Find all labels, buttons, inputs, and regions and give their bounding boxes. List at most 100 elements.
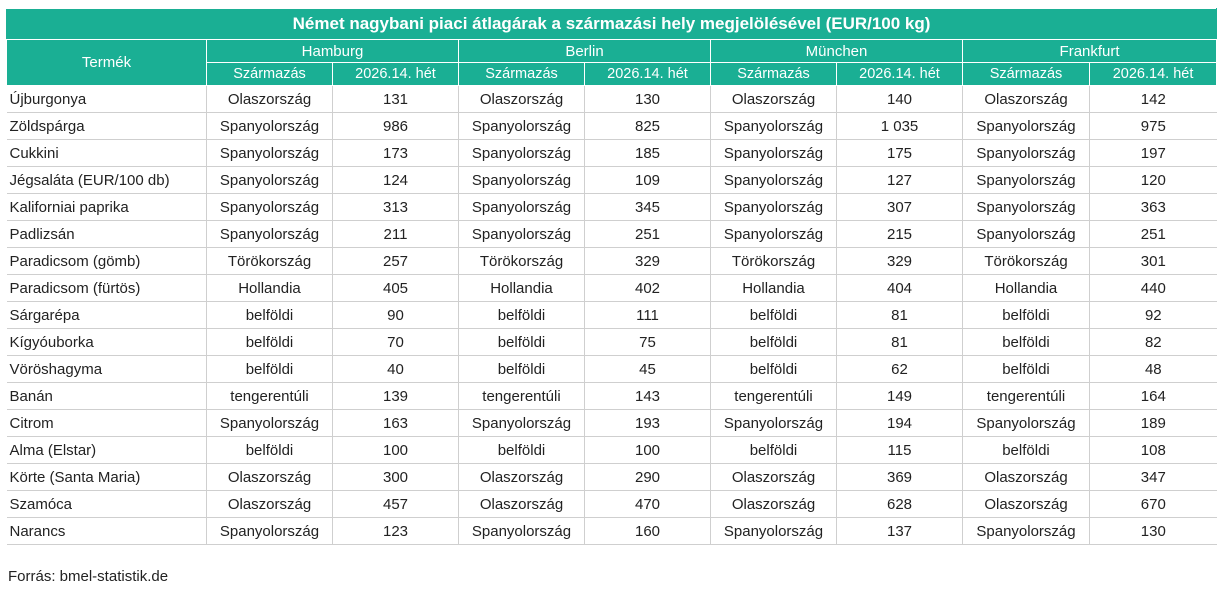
product-name: Paradicsom (gömb) — [6, 247, 207, 275]
table-row: Banán tengerentúli 139 tengerentúli 143 tenge… — [6, 382, 1217, 410]
price-cell: 290 — [584, 463, 711, 491]
origin-cell: Olaszország — [458, 490, 585, 518]
price-cell: 301 — [1088, 247, 1217, 275]
product-name: Cukkini — [6, 139, 207, 167]
price-cell: 628 — [836, 490, 963, 518]
origin-cell: tengerentúli — [206, 382, 333, 410]
origin-cell: Spanyolország — [710, 193, 837, 221]
product-name: Újburgonya — [6, 85, 207, 113]
week-header: 2026.14. hét — [332, 62, 459, 86]
price-cell: 975 — [1088, 112, 1217, 140]
price-cell: 251 — [1088, 220, 1217, 248]
price-cell: 124 — [332, 166, 459, 194]
origin-cell: belföldi — [962, 301, 1090, 329]
table-row: Paradicsom (fürtös) Hollandia 405 Hollandia… — [6, 274, 1217, 302]
price-cell: 111 — [584, 301, 711, 329]
product-name: Körte (Santa Maria) — [6, 463, 207, 491]
origin-cell: Spanyolország — [206, 517, 333, 545]
origin-cell: tengerentúli — [710, 382, 837, 410]
origin-header: Származás — [962, 62, 1090, 86]
table-row: Zöldspárga Spanyolország 986 Spanyolország 8… — [6, 112, 1217, 140]
origin-cell: Olaszország — [206, 490, 333, 518]
origin-cell: Spanyolország — [206, 139, 333, 167]
price-cell: 257 — [332, 247, 459, 275]
price-cell: 109 — [584, 166, 711, 194]
city-header-frankfurt: Frankfurt — [961, 39, 1218, 63]
price-cell: 313 — [332, 193, 459, 221]
price-cell: 100 — [332, 436, 459, 464]
product-name: Banán — [6, 382, 207, 410]
origin-cell: belföldi — [458, 436, 585, 464]
price-cell: 173 — [332, 139, 459, 167]
product-name: Jégsaláta (EUR/100 db) — [6, 166, 207, 194]
price-cell: 363 — [1088, 193, 1217, 221]
price-cell: 369 — [836, 463, 963, 491]
city-header-munchen: München — [710, 39, 963, 63]
origin-cell: Spanyolország — [206, 193, 333, 221]
price-cell: 185 — [584, 139, 711, 167]
origin-cell: Olaszország — [710, 463, 837, 491]
product-name: Szamóca — [6, 490, 207, 518]
origin-cell: Olaszország — [458, 463, 585, 491]
price-table-container: Német nagybani piaci átlagárak a származ… — [5, 8, 1218, 545]
price-cell: 143 — [584, 382, 711, 410]
origin-cell: Spanyolország — [962, 517, 1090, 545]
origin-cell: belföldi — [458, 355, 585, 383]
product-name: Paradicsom (fürtös) — [6, 274, 207, 302]
origin-cell: Olaszország — [962, 463, 1090, 491]
table-row: Alma (Elstar) belföldi 100 belföldi 100 belfö… — [6, 436, 1217, 464]
price-cell: 402 — [584, 274, 711, 302]
origin-cell: Spanyolország — [206, 409, 333, 437]
origin-cell: Olaszország — [206, 85, 333, 113]
origin-cell: belföldi — [710, 355, 837, 383]
origin-cell: Spanyolország — [458, 409, 585, 437]
price-cell: 211 — [332, 220, 459, 248]
price-cell: 108 — [1088, 436, 1217, 464]
origin-cell: Törökország — [206, 247, 333, 275]
origin-cell: belföldi — [206, 328, 333, 356]
table-title: Német nagybani piaci átlagárak a származ… — [5, 8, 1218, 40]
price-cell: 405 — [332, 274, 459, 302]
price-cell: 251 — [584, 220, 711, 248]
table-row: Kígyóuborka belföldi 70 belföldi 75 belföldi 8… — [6, 328, 1217, 356]
price-cell: 139 — [332, 382, 459, 410]
origin-cell: belföldi — [206, 436, 333, 464]
price-cell: 986 — [332, 112, 459, 140]
price-cell: 100 — [584, 436, 711, 464]
origin-cell: Spanyolország — [962, 193, 1090, 221]
price-cell: 825 — [584, 112, 711, 140]
origin-cell: tengerentúli — [962, 382, 1090, 410]
origin-cell: Spanyolország — [458, 139, 585, 167]
price-cell: 164 — [1088, 382, 1217, 410]
price-cell: 670 — [1088, 490, 1217, 518]
origin-cell: Spanyolország — [206, 112, 333, 140]
city-header-hamburg: Hamburg — [206, 39, 459, 63]
origin-cell: Hollandia — [710, 274, 837, 302]
origin-cell: Spanyolország — [458, 166, 585, 194]
origin-cell: Spanyolország — [710, 220, 837, 248]
price-table: Német nagybani piaci átlagárak a származ… — [5, 8, 1218, 545]
price-cell: 300 — [332, 463, 459, 491]
table-row: Újburgonya Olaszország 131 Olaszország 130 Ol… — [6, 85, 1217, 113]
origin-cell: Hollandia — [206, 274, 333, 302]
table-row: Szamóca Olaszország 457 Olaszország 470 Olasz… — [6, 490, 1217, 518]
price-cell: 149 — [836, 382, 963, 410]
product-name: Kaliforniai paprika — [6, 193, 207, 221]
origin-cell: Spanyolország — [458, 193, 585, 221]
price-cell: 329 — [836, 247, 963, 275]
price-cell: 194 — [836, 409, 963, 437]
price-cell: 140 — [836, 85, 963, 113]
origin-cell: Spanyolország — [710, 112, 837, 140]
price-cell: 440 — [1088, 274, 1217, 302]
week-header: 2026.14. hét — [1088, 62, 1218, 86]
table-body: Újburgonya Olaszország 131 Olaszország 130 Ol… — [6, 85, 1217, 545]
price-cell: 130 — [1088, 517, 1217, 545]
table-row: Körte (Santa Maria) Olaszország 300 Olaszor… — [6, 463, 1217, 491]
product-name: Alma (Elstar) — [6, 436, 207, 464]
price-cell: 160 — [584, 517, 711, 545]
table-row: Paradicsom (gömb) Törökország 257 Törökorsz… — [6, 247, 1217, 275]
price-cell: 215 — [836, 220, 963, 248]
product-name: Narancs — [6, 517, 207, 545]
origin-header: Származás — [710, 62, 837, 86]
price-cell: 90 — [332, 301, 459, 329]
